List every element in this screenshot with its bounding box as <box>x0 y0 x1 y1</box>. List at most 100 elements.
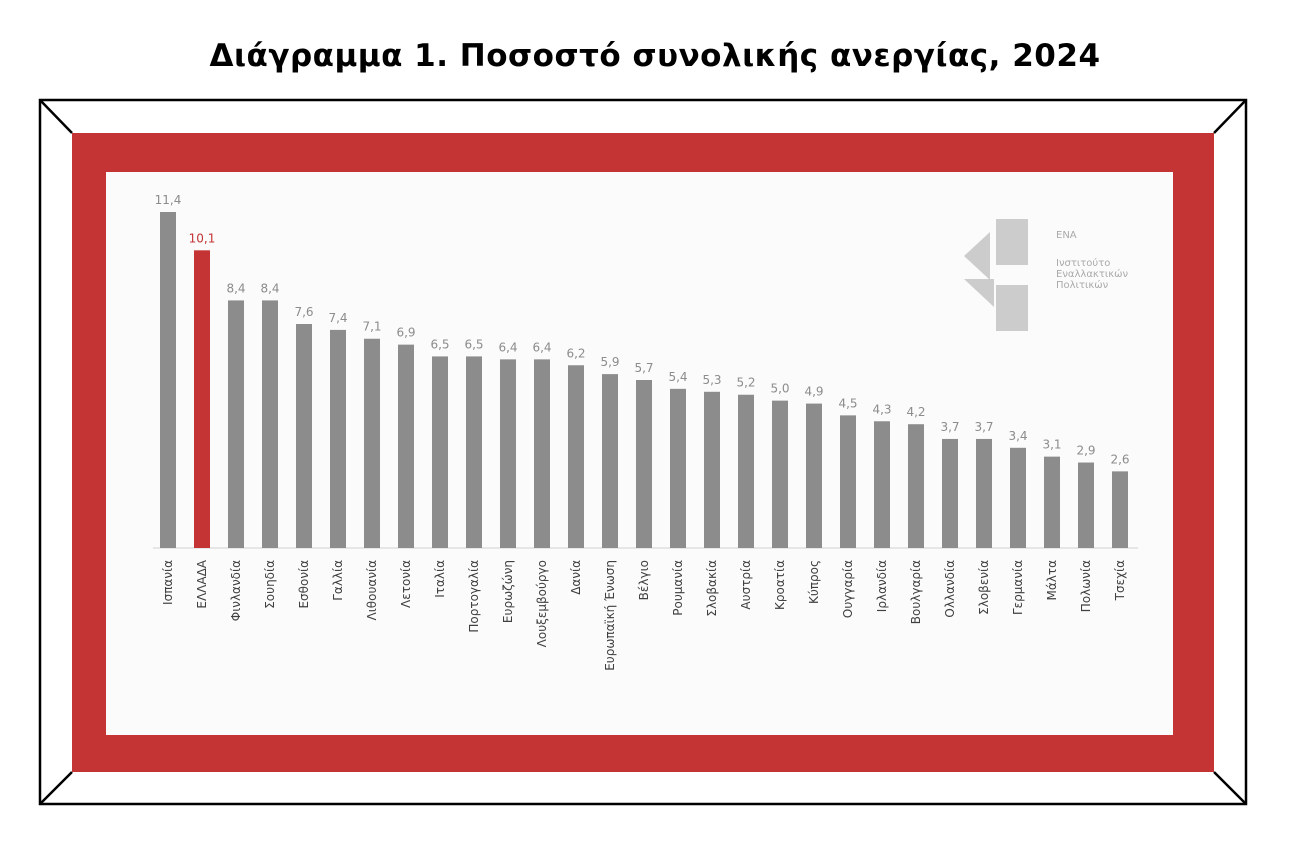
data-label-12: 6,4 <box>532 340 551 354</box>
logo-line-3: Πολιτικών <box>1056 280 1109 291</box>
x-tick-label-19: Κροατία <box>773 560 787 610</box>
data-label-7: 7,1 <box>362 320 381 334</box>
ena-logo-icon <box>964 219 1028 331</box>
data-label-3: 8,4 <box>226 281 245 295</box>
bar-24 <box>942 438 958 548</box>
bar-13 <box>568 365 584 548</box>
x-tick-label-28: Πολωνία <box>1079 560 1093 612</box>
bar-3 <box>228 300 244 548</box>
chart-panel: 11,4 Ισπανία 10,1 ΕΛΛΑΔΑ 8,4 Φινλανδία 8,4 Σουη… <box>106 172 1173 735</box>
x-tick-label-29: Τσεχία <box>1113 560 1127 601</box>
x-tick-label-1: Ισπανία <box>161 560 175 605</box>
x-tick-label-11: Ευρωζώνη <box>501 560 515 623</box>
frame-corner-bottom-left <box>39 771 73 805</box>
data-label-6: 7,4 <box>328 311 347 325</box>
data-label-22: 4,3 <box>872 402 891 416</box>
bar-29 <box>1112 471 1128 548</box>
x-tick-label-5: Εσθονία <box>297 560 311 609</box>
data-label-1: 11,4 <box>155 193 182 207</box>
frame-corner-top-right <box>1213 99 1247 134</box>
data-label-9: 6,5 <box>430 337 449 351</box>
chart-title: Διάγραμμα 1. Ποσοστό συνολικής ανεργίας,… <box>209 38 1101 74</box>
data-label-8: 6,9 <box>396 326 415 340</box>
data-label-28: 2,9 <box>1076 444 1095 458</box>
x-tick-label-17: Σλοβακία <box>705 560 719 617</box>
data-label-29: 2,6 <box>1110 452 1129 466</box>
bar-5 <box>296 324 312 548</box>
x-tick-label-3: Φινλανδία <box>229 560 243 621</box>
x-tick-label-12: Λουξεμβούργο <box>535 560 549 647</box>
bar-7 <box>364 338 380 548</box>
bar-9 <box>432 356 448 548</box>
data-label-27: 3,1 <box>1042 438 1061 452</box>
data-label-4: 8,4 <box>260 281 279 295</box>
bar-17 <box>704 391 720 548</box>
x-tick-label-13: Δανία <box>569 560 583 595</box>
bar-19 <box>772 400 788 548</box>
x-tick-label-16: Ρουμανία <box>671 560 685 616</box>
x-tick-label-25: Σλοβενία <box>977 560 991 615</box>
bar-27 <box>1044 456 1060 548</box>
data-label-5: 7,6 <box>294 305 313 319</box>
x-tick-label-10: Πορτογαλία <box>467 560 481 633</box>
bar-16 <box>670 388 686 548</box>
bar-20 <box>806 403 822 548</box>
x-tick-label-23: Βουλγαρία <box>909 560 923 624</box>
frame-corner-bottom-right <box>1213 771 1247 805</box>
bar-2 <box>194 250 210 548</box>
x-tick-label-7: Λιθουανία <box>365 560 379 621</box>
bar-14 <box>602 374 618 548</box>
bar-4 <box>262 300 278 548</box>
frame-corner-top-left <box>39 99 73 134</box>
logo-line-1: Ινστιτούτο <box>1056 258 1111 269</box>
bar-23 <box>908 424 924 548</box>
data-label-26: 3,4 <box>1008 429 1027 443</box>
bar-26 <box>1010 447 1026 548</box>
logo-brand: ΕΝΑ <box>1056 230 1077 241</box>
x-tick-label-21: Ουγγαρία <box>841 560 855 618</box>
data-label-14: 5,9 <box>600 355 619 369</box>
data-label-20: 4,9 <box>804 385 823 399</box>
logo-line-2: Εναλλακτικών <box>1056 269 1129 280</box>
data-label-24: 3,7 <box>940 420 959 434</box>
data-label-15: 5,7 <box>634 361 653 375</box>
data-label-23: 4,2 <box>906 405 925 419</box>
bar-10 <box>466 356 482 548</box>
bar-21 <box>840 415 856 548</box>
data-label-16: 5,4 <box>668 370 687 384</box>
logo-text: ΕΝΑ Ινστιτούτο Εναλλακτικών Πολιτικών <box>1056 230 1128 291</box>
bar-6 <box>330 329 346 548</box>
x-tick-label-6: Γαλλία <box>331 560 345 601</box>
data-label-17: 5,3 <box>702 373 721 387</box>
x-tick-label-2: ΕΛΛΑΔΑ <box>195 559 209 608</box>
data-label-13: 6,2 <box>566 346 585 360</box>
data-label-18: 5,2 <box>736 376 755 390</box>
bar-15 <box>636 380 652 548</box>
data-label-2: 10,1 <box>189 231 216 245</box>
data-label-10: 6,5 <box>464 337 483 351</box>
bar-22 <box>874 421 890 548</box>
x-tick-label-18: Αυστρία <box>739 560 753 610</box>
x-tick-label-15: Βέλγιο <box>637 560 651 600</box>
x-tick-label-8: Λετονία <box>399 560 413 608</box>
bar-11 <box>500 359 516 548</box>
data-label-11: 6,4 <box>498 340 517 354</box>
bar-28 <box>1078 462 1094 548</box>
x-tick-label-4: Σουηδία <box>263 560 277 609</box>
x-tick-label-20: Κύπρος <box>807 560 821 604</box>
bar-18 <box>738 394 754 548</box>
x-tick-label-9: Ιταλία <box>433 560 447 598</box>
x-tick-label-26: Γερμανία <box>1011 560 1025 615</box>
bar-chart: 11,4 Ισπανία 10,1 ΕΛΛΑΔΑ 8,4 Φινλανδία 8,4 Σουη… <box>153 193 1138 671</box>
x-tick-label-14: Ευρωπαϊκή Ένωση <box>603 560 617 671</box>
data-label-19: 5,0 <box>770 382 789 396</box>
data-label-21: 4,5 <box>838 396 857 410</box>
x-tick-label-24: Ολλανδία <box>943 560 957 618</box>
bar-25 <box>976 438 992 548</box>
bar-1 <box>160 212 176 548</box>
bar-8 <box>398 344 414 548</box>
bar-12 <box>534 359 550 548</box>
x-tick-label-22: Ιρλανδία <box>875 560 889 612</box>
x-tick-label-27: Μάλτα <box>1045 560 1059 601</box>
data-label-25: 3,7 <box>974 420 993 434</box>
